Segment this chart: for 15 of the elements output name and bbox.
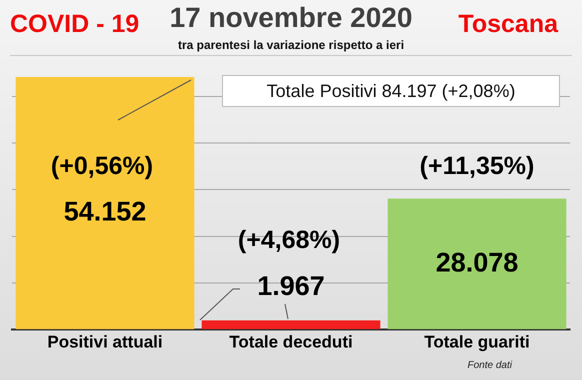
- annotation: (+0,56%): [50, 152, 154, 181]
- source-note: Fonte dati: [468, 360, 512, 371]
- chart-title: 17 novembre 2020: [170, 2, 412, 33]
- x-tick-label: Totale deceduti: [229, 332, 353, 352]
- chart-subtitle: tra parentesi la variazione rispetto a ieri: [176, 38, 406, 52]
- label-box: Totale Positivi 84.197 (+2,08%): [222, 75, 560, 107]
- annotation: (+4,68%): [236, 226, 342, 255]
- text: Toscana: [458, 10, 558, 39]
- annotation: (+11,35%): [418, 152, 536, 181]
- data-label: 54.152: [64, 196, 146, 226]
- text: COVID - 19: [10, 10, 140, 39]
- x-tick-label: Positivi attuali: [47, 332, 163, 352]
- data-label: 1.967: [257, 270, 325, 301]
- x-tick-label: Totale guariti: [424, 332, 530, 352]
- data-label: 28.078: [436, 247, 518, 278]
